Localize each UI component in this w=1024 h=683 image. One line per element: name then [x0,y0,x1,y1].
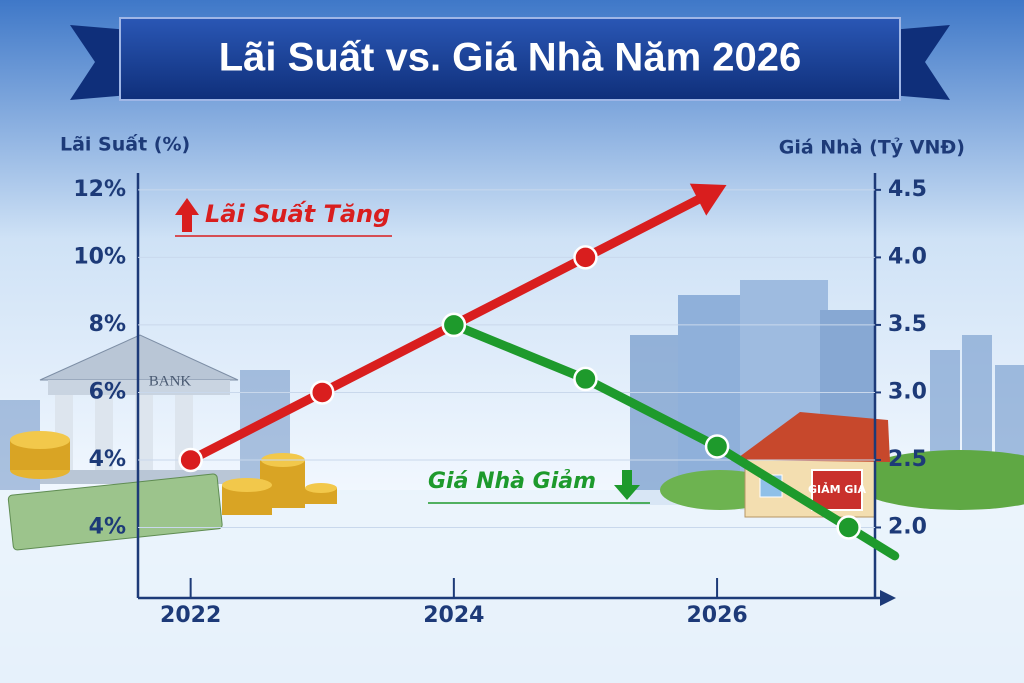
data-point [573,366,598,392]
x-tick-label: 2022 [160,603,221,628]
data-point [310,380,335,405]
data-point [441,312,467,338]
house-sign: GIẢM GIÁ [808,482,867,496]
y2-tick-label: 4.0 [888,244,927,269]
y2-axis-title: Giá Nhà (Tỷ VNĐ) [779,137,965,159]
data-point [573,245,598,270]
x-tick-label: 2026 [686,603,747,628]
up-arrow-icon [175,198,199,232]
y2-tick-label: 2.0 [888,514,927,539]
x-axis-arrow [880,590,896,606]
y-tick-label: 4% [89,447,126,472]
money [7,431,337,551]
series-line [188,253,588,464]
y2-tick-label: 3.5 [888,312,927,337]
trend-arrowhead [689,183,727,216]
trend-extension [580,188,715,262]
data-point [178,447,203,473]
series-line [452,320,852,532]
title-banner: Lãi Suất vs. Giá Nhà Năm 2026 [70,17,950,101]
y2-tick-label: 4.5 [888,177,927,202]
y-tick-label: 8% [89,312,126,337]
down-arrow-icon [614,470,640,500]
bank-sign: BANK [149,373,192,389]
chart-title: Lãi Suất vs. Giá Nhà Năm 2026 [219,36,801,80]
y-tick-label: 4% [89,514,126,539]
y2-tick-label: 2.5 [888,447,927,472]
annotation: Lãi Suất Tăng [205,199,390,228]
trees [850,450,1024,510]
y-axis-title: Lãi Suất (%) [60,133,190,156]
y-tick-label: 10% [73,244,126,269]
data-point [704,434,730,459]
annotation: Giá Nhà Giảm [428,469,596,494]
city-right [630,280,1024,510]
y-tick-label: 12% [73,177,126,202]
y-tick-label: 6% [89,379,126,404]
data-point [836,515,861,540]
x-tick-label: 2024 [423,603,484,628]
y2-tick-label: 3.0 [888,379,927,404]
